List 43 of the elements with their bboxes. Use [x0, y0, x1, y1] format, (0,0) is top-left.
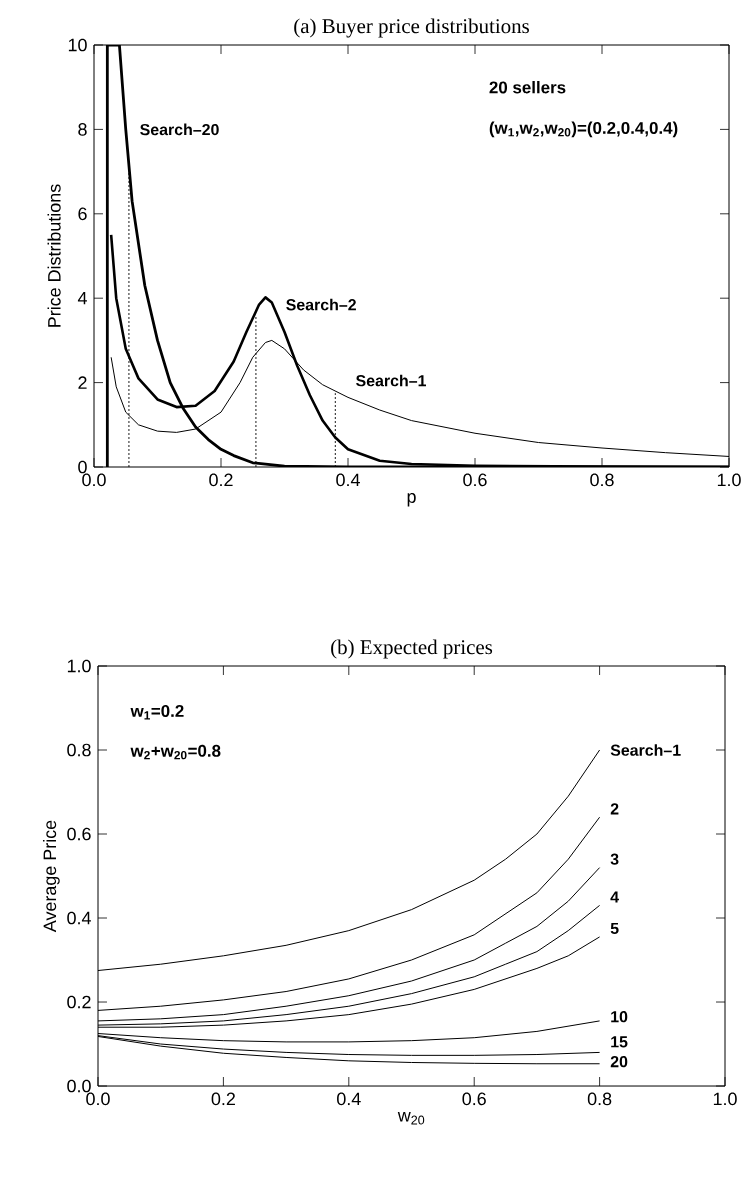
series-label: Search–1 — [356, 374, 426, 387]
annotation: (w$_{1}$,w$_{2}$,w$_{20}$)=(0.2,0.4,0.4) — [489, 121, 678, 138]
y-tick-label: 1.0 — [67, 659, 91, 673]
annotation: w$_{1}$=0.2 — [130, 705, 184, 720]
y-tick-label: 2 — [78, 376, 87, 389]
x-tick-label: 0.8 — [587, 1092, 612, 1106]
y-tick-label: 10 — [68, 38, 87, 52]
y-tick-label: 0.4 — [67, 911, 91, 925]
x-axis-title: w$_{20}$ — [397, 1112, 425, 1125]
legend-label: Search–20 — [140, 123, 219, 136]
y-tick-label: 4 — [77, 292, 87, 305]
series-label: 10 — [611, 1011, 628, 1023]
x-tick-label: 0.6 — [462, 1092, 486, 1106]
series-label: 4 — [610, 891, 619, 903]
y-axis-title: Average Price — [42, 820, 60, 933]
series-label: 5 — [610, 922, 619, 935]
annotation: 20 sellers — [489, 80, 566, 94]
y-tick-label: 0.8 — [67, 743, 91, 757]
annotation: w$_{2}$+w$_{20}$=0.8 — [130, 744, 221, 760]
y-tick-label: 0.6 — [67, 827, 91, 841]
x-axis-title: p — [407, 493, 416, 507]
y-axis-title: Price Distributions — [47, 184, 61, 327]
series-label: Search–2 — [286, 298, 356, 311]
x-tick-label: 1.0 — [713, 1092, 737, 1106]
x-tick-label: 0.8 — [590, 473, 614, 487]
y-tick-label: 8 — [78, 123, 87, 136]
series-label: 20 — [610, 1056, 628, 1068]
x-tick-label: 0.2 — [209, 473, 233, 487]
x-tick-label: 1.0 — [717, 473, 741, 487]
x-tick-label: 0.4 — [336, 473, 360, 487]
x-tick-label: 0.6 — [463, 473, 487, 487]
x-tick-label: 0.2 — [211, 1092, 235, 1106]
series-label: 3 — [610, 853, 619, 865]
y-tick-label: 0.2 — [67, 995, 91, 1009]
chart-title: (a) Buyer price distributions — [294, 18, 529, 38]
x-tick-label: 0.4 — [337, 1092, 361, 1106]
series-label: 15 — [611, 1036, 628, 1048]
y-tick-label: 0 — [78, 460, 87, 474]
y-tick-label: 0.0 — [67, 1079, 91, 1093]
legend-label: Search–1 — [610, 744, 681, 756]
chart-title: (b) Expected prices — [331, 639, 493, 659]
y-tick-label: 6 — [78, 207, 87, 221]
series-label: 2 — [610, 803, 619, 815]
